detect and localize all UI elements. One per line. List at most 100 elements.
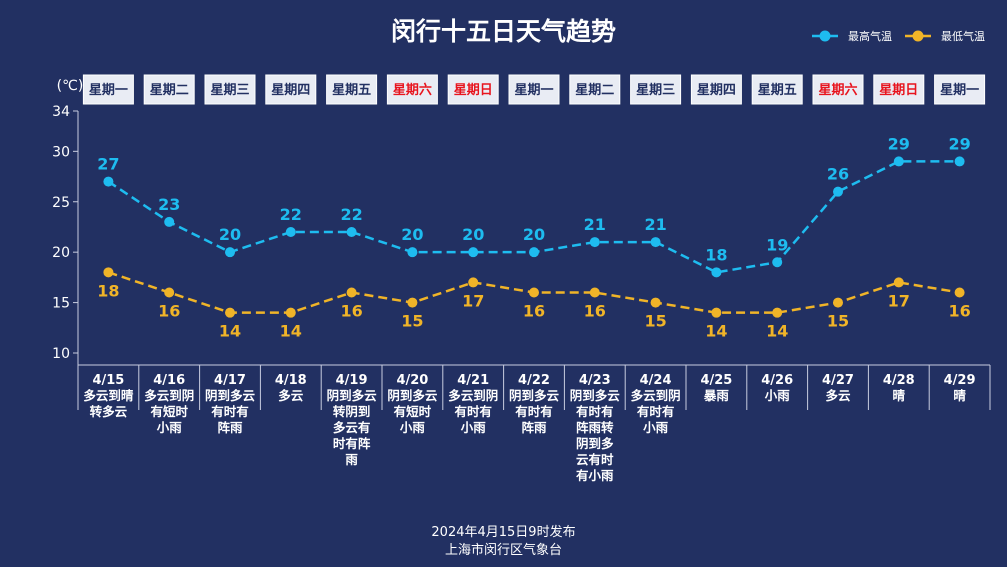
- weather-label: 小雨: [460, 420, 487, 435]
- y-tick-label: 15: [52, 296, 70, 312]
- y-tick-label: 25: [52, 195, 70, 211]
- weather-label: 有短时: [394, 404, 432, 419]
- weather-label: 小雨: [399, 420, 426, 435]
- high-temp-point: [772, 257, 783, 268]
- weekday-label: 星期六: [393, 82, 432, 98]
- weekday-label: 星期日: [879, 83, 918, 98]
- weather-label: 有短时: [150, 404, 188, 419]
- low-temp-label: 16: [584, 302, 606, 321]
- low-temp-point: [711, 307, 722, 318]
- x-tick-label: 4/22: [518, 373, 550, 388]
- high-temp-point: [225, 247, 235, 258]
- high-temp-point: [954, 156, 965, 167]
- low-temp-point: [346, 287, 357, 298]
- weekday-label: 星期日: [454, 83, 493, 98]
- low-temp-label: 16: [158, 302, 180, 321]
- x-tick-label: 4/27: [822, 373, 854, 388]
- weekday-label: 星期一: [514, 83, 553, 98]
- weather-label: 有小雨: [576, 468, 614, 483]
- weather-label: 时有阵: [333, 436, 371, 451]
- high-temp-label: 18: [705, 245, 727, 264]
- high-temp-point: [833, 186, 843, 197]
- weekday-box: [873, 74, 925, 105]
- weather-label: 云有时: [576, 452, 614, 467]
- footer: 2024年4月15日9时发布 上海市闵行区气象台: [0, 524, 1007, 560]
- x-tick-label: 4/26: [761, 373, 793, 388]
- weather-label: 阵雨: [217, 420, 243, 435]
- weekday-label: 星期五: [758, 83, 797, 98]
- weekday-box: [630, 74, 682, 105]
- high-temp-label: 29: [888, 134, 910, 153]
- weather-label: 有时有: [211, 404, 249, 419]
- weather-label: 多云有: [333, 420, 371, 435]
- low-temp-label: 14: [705, 322, 727, 341]
- weekday-label: 星期六: [818, 82, 857, 98]
- high-temp-point: [589, 237, 600, 248]
- x-tick-label: 4/25: [700, 373, 732, 388]
- low-temp-label: 16: [523, 302, 545, 321]
- y-tick-label: 10: [52, 346, 70, 362]
- x-tick-label: 4/18: [275, 373, 307, 388]
- weather-label: 多云到阴: [448, 388, 498, 403]
- weather-label: 多云到阴: [631, 388, 681, 403]
- weather-label: 阴到多云: [387, 388, 438, 403]
- weekday-box: [812, 74, 864, 105]
- y-tick-label: 30: [52, 144, 70, 160]
- weather-label: 小雨: [156, 420, 183, 435]
- low-temp-label: 15: [401, 312, 423, 331]
- weather-label: 多云到晴: [83, 388, 134, 403]
- weekday-box: [265, 74, 317, 105]
- legend-label: 最低气温: [941, 29, 985, 43]
- high-temp-label: 21: [644, 215, 666, 234]
- low-temp-label: 14: [766, 322, 788, 341]
- low-temp-point: [893, 277, 904, 288]
- weather-label: 阵雨转: [576, 420, 614, 435]
- low-temp-point: [529, 287, 539, 298]
- low-temp-label: 17: [888, 291, 910, 310]
- weather-label: 阴到多云: [205, 388, 256, 403]
- x-tick-label: 4/17: [214, 373, 246, 388]
- high-temp-point: [164, 216, 175, 227]
- y-tick-label: 20: [52, 245, 70, 261]
- high-temp-point: [650, 237, 661, 248]
- low-temp-point: [589, 287, 600, 298]
- x-tick-label: 4/28: [883, 373, 915, 388]
- weather-label: 有时有: [637, 404, 675, 419]
- legend-label: 最高气温: [848, 29, 892, 43]
- high-temp-point: [711, 267, 722, 278]
- weather-label: 多云到阴: [144, 388, 194, 403]
- weekday-label: 星期一: [89, 83, 128, 98]
- low-temp-label: 15: [644, 312, 666, 331]
- weekday-label: 星期二: [575, 83, 614, 98]
- chart-title: 闵行十五日天气趋势: [390, 17, 616, 46]
- weather-label: 阴到多云: [327, 388, 378, 403]
- low-temp-point: [468, 277, 479, 288]
- weather-label: 阴到多: [576, 436, 614, 451]
- high-temp-point: [103, 176, 114, 187]
- weather-label: 有时有: [515, 404, 553, 419]
- weather-label: 暴雨: [703, 388, 730, 403]
- high-temp-label: 23: [158, 195, 180, 214]
- weather-label: 小雨: [642, 420, 669, 435]
- weekday-box: [690, 74, 742, 105]
- weekday-box: [447, 74, 499, 105]
- weather-label: 多云: [825, 388, 851, 403]
- low-temp-point: [954, 287, 965, 298]
- weekday-box: [751, 74, 803, 105]
- high-temp-point: [529, 247, 539, 258]
- weekday-label: 星期五: [332, 83, 371, 98]
- weekday-label: 星期二: [150, 83, 189, 98]
- low-temp-point: [833, 297, 843, 308]
- x-tick-label: 4/29: [944, 373, 976, 388]
- weekday-box: [508, 74, 560, 105]
- weather-label: 晴: [953, 388, 966, 403]
- high-temp-label: 20: [401, 225, 423, 244]
- low-temp-label: 17: [462, 291, 484, 310]
- x-tick-label: 4/21: [457, 373, 489, 388]
- x-tick-label: 4/23: [579, 373, 611, 388]
- high-temp-point: [285, 227, 296, 237]
- high-temp-label: 26: [827, 165, 849, 184]
- weather-label: 阴到多云: [570, 388, 621, 403]
- high-temp-point: [346, 227, 357, 237]
- weekday-box: [143, 74, 195, 105]
